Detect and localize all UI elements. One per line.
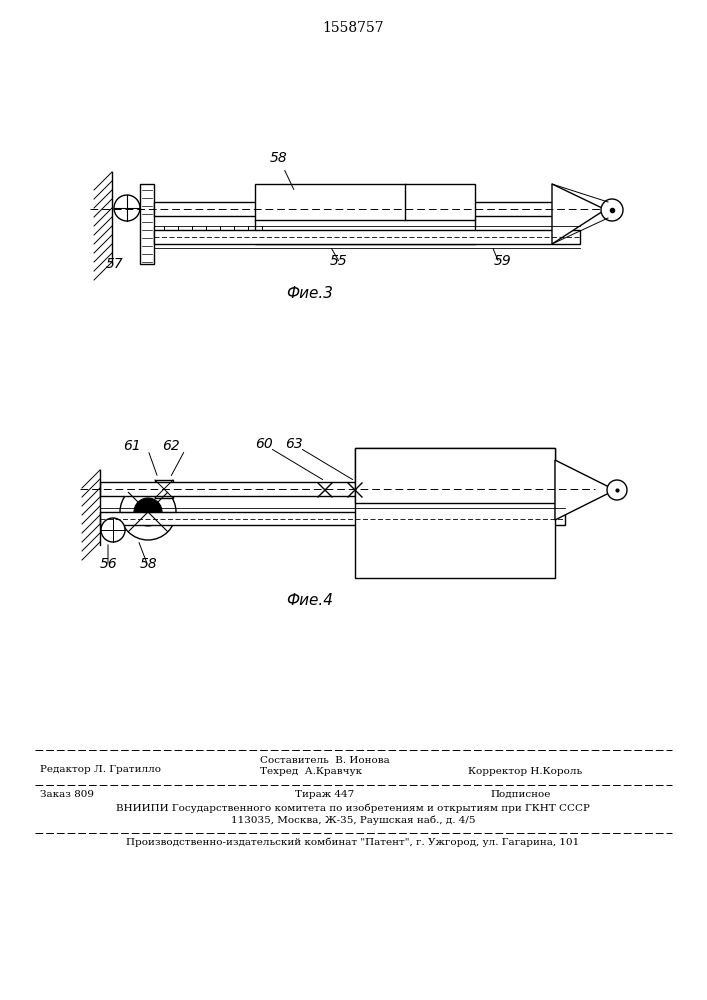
- Text: 61: 61: [123, 439, 141, 453]
- Text: 60: 60: [255, 437, 273, 451]
- Polygon shape: [555, 460, 612, 520]
- Text: 1558757: 1558757: [322, 21, 384, 35]
- Text: Производственно-издательский комбинат "Патент", г. Ужгород, ул. Гагарина, 101: Производственно-издательский комбинат "П…: [127, 838, 580, 847]
- Text: Корректор Н.Король: Корректор Н.Король: [468, 767, 582, 776]
- Text: 62: 62: [162, 439, 180, 453]
- Text: Составитель  В. Ионова: Составитель В. Ионова: [260, 756, 390, 765]
- Bar: [140, 184, 154, 264]
- Text: 57: 57: [106, 257, 124, 271]
- Text: Подписное: Подписное: [490, 790, 550, 799]
- Bar: [355, 448, 555, 578]
- Text: 113035, Москва, Ж-35, Раушская наб., д. 4/5: 113035, Москва, Ж-35, Раушская наб., д. …: [230, 816, 475, 825]
- Bar: [100, 512, 565, 525]
- Text: 63: 63: [285, 437, 303, 451]
- Circle shape: [101, 518, 125, 542]
- Text: ВНИИПИ Государственного комитета по изобретениям и открытиям при ГКНТ СССР: ВНИИПИ Государственного комитета по изоб…: [116, 804, 590, 813]
- Text: Редактор Л. Гратилло: Редактор Л. Гратилло: [40, 765, 161, 774]
- Text: 59: 59: [494, 254, 512, 268]
- Text: Техред  А.Кравчук: Техред А.Кравчук: [260, 767, 362, 776]
- Circle shape: [134, 498, 162, 526]
- Text: Тираж 447: Тираж 447: [295, 790, 354, 799]
- Polygon shape: [552, 184, 610, 244]
- Text: Фие.4: Фие.4: [286, 593, 334, 608]
- Bar: [255, 184, 475, 244]
- Bar: [154, 230, 580, 244]
- Circle shape: [607, 480, 627, 500]
- Text: 56: 56: [100, 557, 118, 571]
- Bar: [154, 202, 580, 216]
- Bar: [100, 482, 565, 496]
- Bar: [355, 448, 555, 503]
- Circle shape: [601, 199, 623, 221]
- Text: Фие.3: Фие.3: [286, 286, 334, 301]
- Text: 58: 58: [140, 557, 158, 571]
- Bar: [155, 480, 173, 498]
- Text: 58: 58: [270, 151, 294, 189]
- Circle shape: [114, 195, 140, 221]
- Circle shape: [120, 484, 176, 540]
- Text: Заказ 809: Заказ 809: [40, 790, 94, 799]
- Text: 55: 55: [330, 254, 348, 268]
